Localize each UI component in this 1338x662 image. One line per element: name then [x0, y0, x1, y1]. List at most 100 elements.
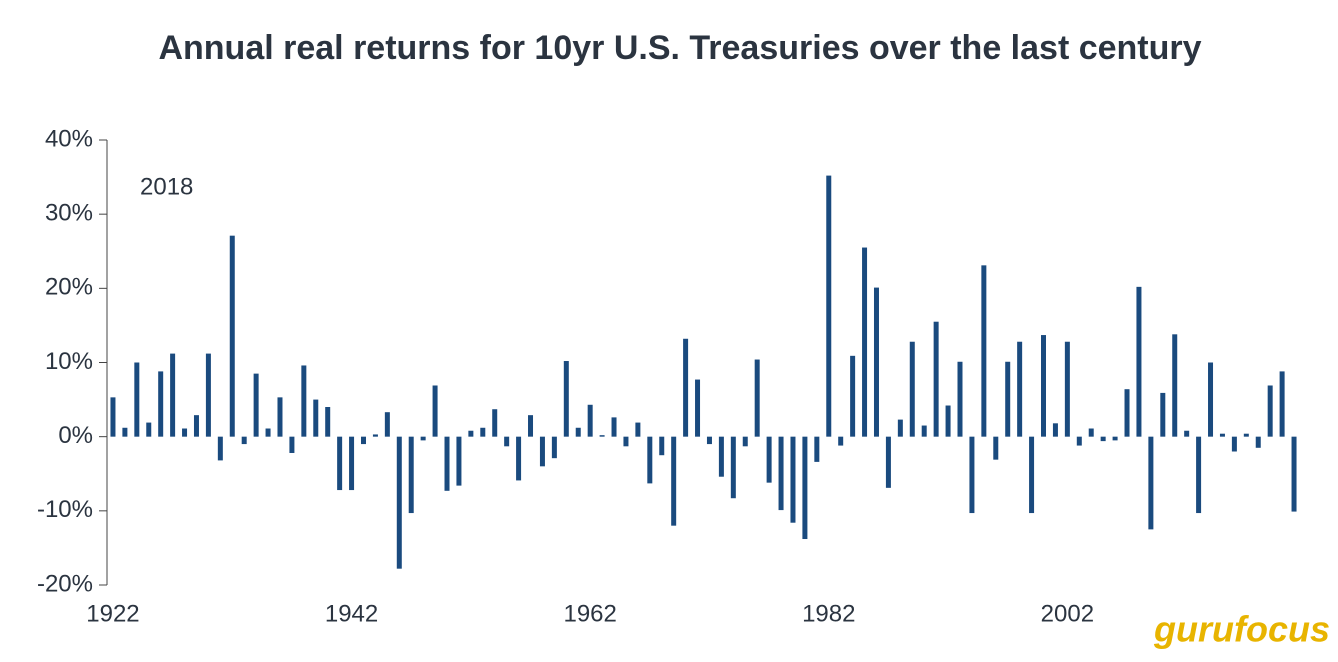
bar	[313, 399, 319, 437]
bar	[528, 415, 534, 437]
bar	[1100, 436, 1106, 442]
y-tick-label: 20%	[45, 274, 93, 301]
bar	[1279, 371, 1285, 437]
bar	[873, 287, 879, 437]
bar	[265, 428, 271, 437]
bar	[623, 436, 629, 447]
bar	[850, 355, 856, 437]
bar	[885, 436, 891, 488]
bar	[683, 338, 689, 437]
bar	[1112, 436, 1118, 441]
bar	[551, 436, 557, 459]
bar	[241, 436, 247, 445]
bar	[587, 404, 593, 437]
bar	[360, 436, 366, 445]
bar	[492, 409, 498, 437]
bar	[802, 436, 808, 540]
bar	[229, 235, 235, 437]
bar	[1208, 362, 1214, 437]
bar	[1291, 436, 1297, 512]
chart-title: Annual real returns for 10yr U.S. Treasu…	[158, 29, 1201, 67]
bar	[1052, 423, 1058, 437]
bar	[170, 353, 176, 437]
bar	[253, 373, 259, 437]
bar	[325, 407, 331, 437]
bar	[217, 436, 223, 461]
y-tick-label: 10%	[45, 348, 93, 375]
y-tick-label: 40%	[45, 125, 93, 152]
bar	[158, 371, 164, 437]
bar	[1136, 286, 1142, 437]
bar	[981, 265, 987, 437]
bar	[706, 436, 712, 445]
bar	[408, 436, 414, 514]
bar	[838, 436, 844, 446]
bar	[599, 435, 605, 437]
bar	[766, 436, 772, 483]
bar	[933, 321, 939, 437]
bar	[671, 436, 677, 526]
bar	[718, 436, 724, 477]
bar	[969, 436, 975, 514]
bar	[504, 436, 510, 447]
bar	[1041, 335, 1047, 437]
y-tick-label: -20%	[37, 570, 93, 597]
bar	[897, 419, 903, 437]
bar	[349, 436, 355, 491]
bar	[1184, 430, 1190, 437]
x-tick-label: 1942	[325, 600, 378, 627]
bar	[695, 379, 701, 437]
bar	[205, 353, 211, 437]
bar	[122, 427, 128, 437]
logo: gurufocus	[1153, 609, 1330, 650]
bar	[814, 436, 820, 462]
x-tick-label: 1922	[86, 600, 139, 627]
bar	[862, 247, 868, 437]
bar	[110, 397, 116, 437]
bar	[337, 436, 343, 491]
bar	[1029, 436, 1035, 514]
bar	[1076, 436, 1082, 446]
bar	[384, 412, 390, 437]
bar	[635, 422, 641, 437]
bar	[754, 359, 760, 437]
x-tick-label: 2002	[1041, 600, 1094, 627]
bar	[909, 341, 915, 437]
bar	[659, 436, 665, 456]
bar	[1005, 361, 1011, 437]
bar	[742, 436, 748, 447]
bar	[1243, 433, 1249, 437]
bar	[372, 434, 378, 437]
bar	[611, 417, 617, 437]
annotation: 2018	[140, 173, 193, 200]
bar	[134, 362, 140, 437]
bar	[778, 436, 784, 511]
y-tick-label: 30%	[45, 200, 93, 227]
x-tick-label: 1962	[563, 600, 616, 627]
bar	[1148, 436, 1154, 530]
bar	[730, 436, 736, 499]
bar	[1255, 436, 1261, 448]
x-tick-label: 1982	[802, 600, 855, 627]
bar	[1064, 341, 1070, 437]
bar	[1172, 334, 1178, 437]
bar	[790, 436, 796, 523]
bar	[301, 365, 307, 437]
bar	[396, 436, 402, 569]
bar	[182, 428, 188, 437]
bar	[957, 361, 963, 437]
bar	[575, 427, 581, 437]
bar	[1160, 392, 1166, 437]
bar	[826, 175, 832, 437]
bar	[146, 422, 152, 437]
bar	[945, 405, 951, 437]
bar	[289, 436, 295, 453]
bar	[480, 427, 486, 437]
bar	[1219, 433, 1225, 437]
bar	[921, 425, 927, 437]
y-tick-label: -10%	[37, 496, 93, 523]
bar	[1017, 341, 1023, 437]
bar	[1196, 436, 1202, 514]
y-tick-label: 0%	[58, 422, 93, 449]
bar	[1124, 389, 1130, 437]
